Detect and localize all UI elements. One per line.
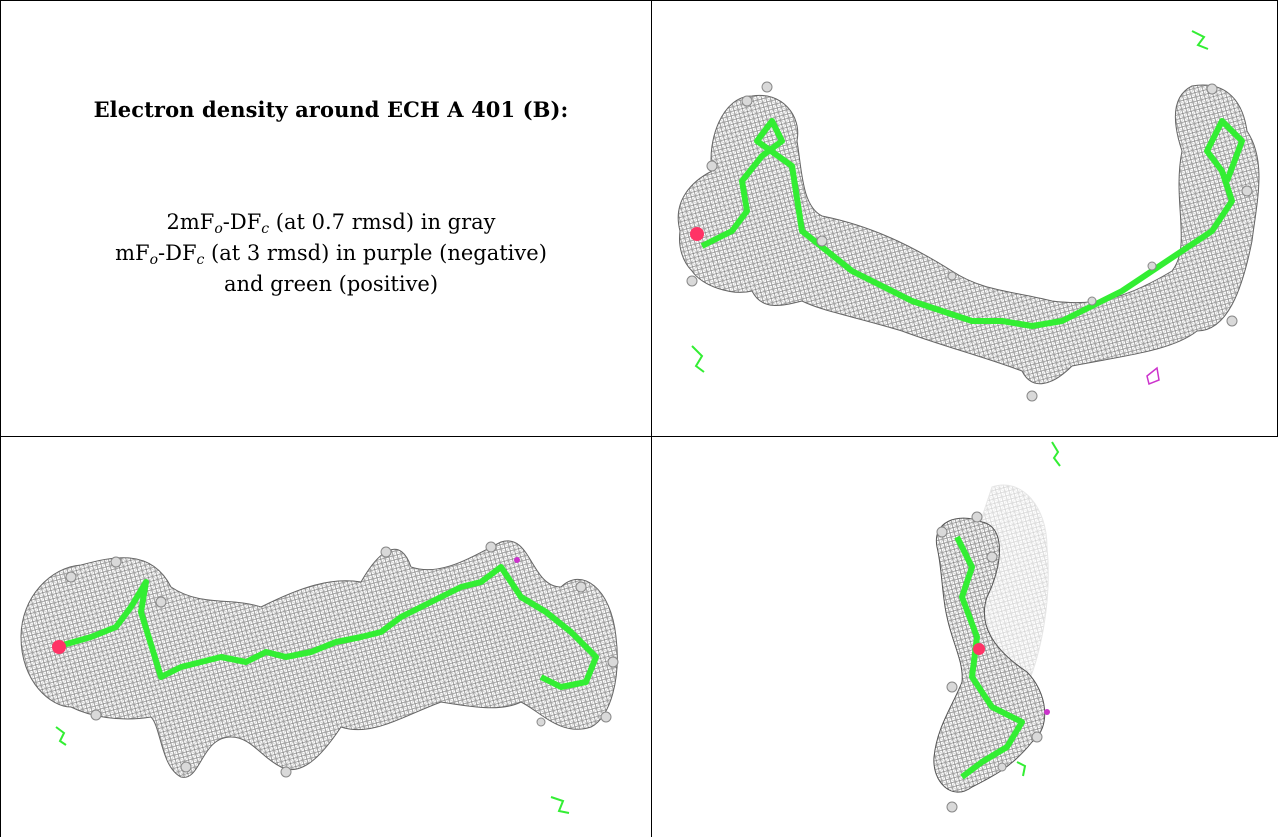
- electron-density-mesh-icon: [20, 540, 619, 814]
- negative-blob: [1146, 366, 1160, 386]
- ligand-chain: [954, 535, 1025, 780]
- figure-title: Electron density around ECH A 401 (B):: [93, 97, 569, 122]
- atom-spheres: [65, 541, 619, 778]
- positive-blob: [1051, 441, 1061, 467]
- atom-spheres: [936, 511, 1043, 813]
- table-border-top: [0, 0, 1278, 1]
- positive-blob: [1016, 761, 1027, 777]
- density-mesh: [933, 517, 1046, 793]
- positive-blob: [691, 345, 705, 373]
- caption-cell: Electron density around ECH A 401 (B): 2…: [0, 0, 651, 436]
- legend-line-difference: mFo-DFc (at 3 rmsd) in purple (negative): [115, 241, 547, 268]
- table-border-left: [0, 0, 1, 837]
- panel-bottom-left: [1, 437, 651, 837]
- positive-blob: [1191, 30, 1209, 50]
- table-border-row: [0, 436, 1278, 437]
- positive-blob: [550, 796, 570, 814]
- density-mesh: [20, 540, 618, 778]
- electron-density-mesh-icon: [677, 30, 1260, 402]
- atom-spheres: [686, 81, 1253, 402]
- positive-blob: [55, 726, 67, 746]
- legend-line-colors: and green (positive): [223, 272, 439, 296]
- ligand-chain: [55, 564, 599, 690]
- ligand-chain: [700, 118, 1245, 329]
- oxygen-atom: [690, 227, 704, 241]
- oxygen-atom: [973, 643, 985, 655]
- legend-line-gray: 2mFo-DFc (at 0.7 rmsd) in gray: [166, 210, 496, 237]
- negative-blob: [1044, 709, 1050, 715]
- negative-blob: [514, 557, 520, 563]
- panel-bottom-right: [652, 437, 1277, 837]
- table-border-middle: [651, 0, 652, 837]
- electron-density-mesh-icon: [933, 441, 1061, 813]
- panel-top-right: [652, 1, 1277, 436]
- legend-text: 2mFo-DFc (at 0.7 rmsd) in gray mFo-DFc (…: [22, 207, 640, 300]
- oxygen-atom: [52, 640, 66, 654]
